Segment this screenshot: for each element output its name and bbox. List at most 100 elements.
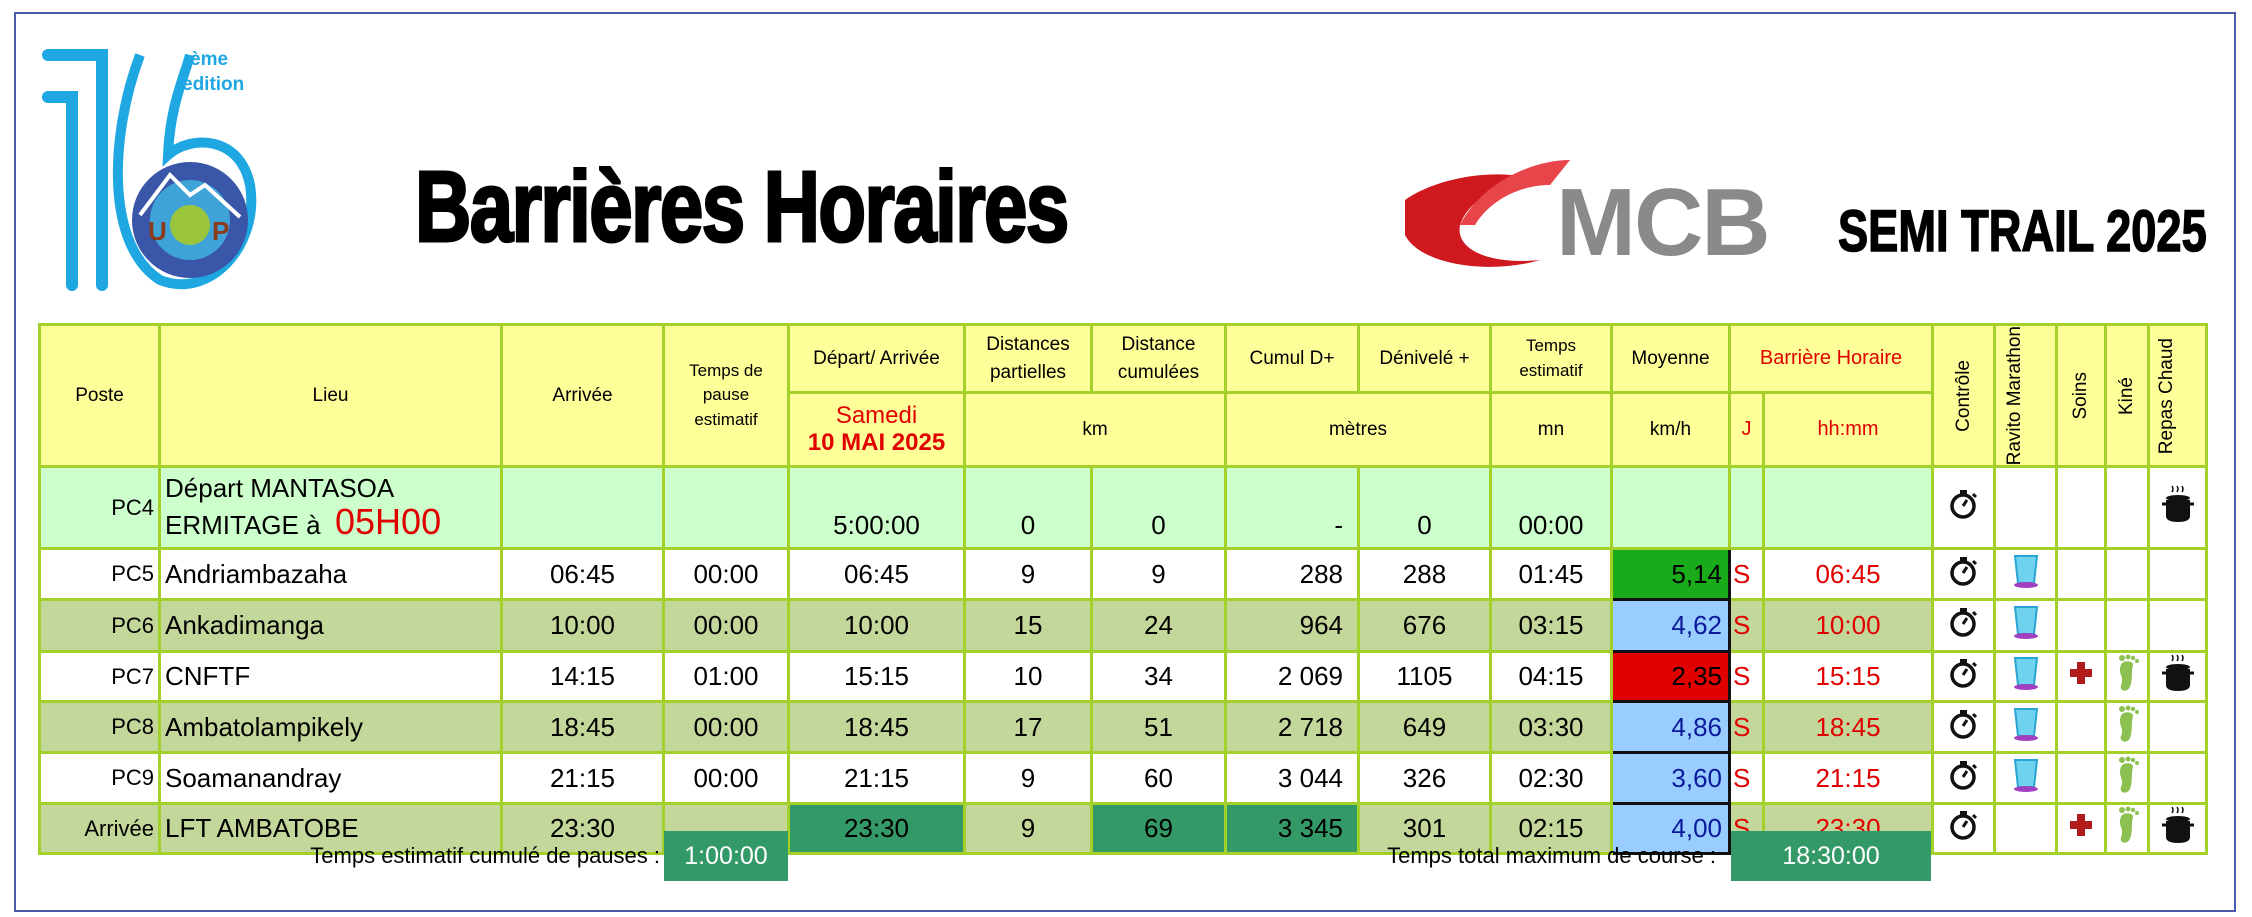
temps: 02:30 bbox=[1489, 751, 1613, 806]
ravito bbox=[1993, 547, 2059, 602]
poste: PC6 bbox=[38, 598, 161, 654]
deniv: 288 bbox=[1357, 547, 1492, 602]
lieu: Départ MANTASOA ERMITAGE à 05H00 bbox=[158, 465, 503, 551]
controle bbox=[1931, 802, 1997, 856]
cumul: 3 044 bbox=[1224, 751, 1360, 806]
stopwatch-icon bbox=[1948, 760, 1980, 798]
footprint-icon bbox=[2113, 705, 2141, 750]
stopwatch-icon bbox=[1948, 608, 1980, 645]
barriere: 18:45 bbox=[1761, 700, 1935, 755]
ravito bbox=[1993, 598, 2059, 654]
soins bbox=[2055, 650, 2108, 704]
page-frame bbox=[14, 12, 2236, 912]
footprint-icon bbox=[2113, 806, 2141, 851]
arrivee: 10:00 bbox=[500, 598, 665, 654]
dist-cum: 0 bbox=[1090, 465, 1227, 551]
ravito bbox=[1993, 650, 2059, 704]
soins bbox=[2055, 751, 2108, 806]
col-controle-label: Contrôle bbox=[1952, 359, 1974, 432]
depart: 15:15 bbox=[787, 650, 966, 704]
start-time: 05H00 bbox=[335, 501, 442, 543]
repas bbox=[2147, 700, 2209, 755]
soins bbox=[2055, 547, 2108, 602]
edition-word: edition bbox=[182, 74, 244, 95]
lieu: Soamanandray bbox=[158, 751, 503, 806]
unit-hhmm: hh:mm bbox=[1761, 391, 1935, 469]
arrivee: 18:45 bbox=[500, 700, 665, 755]
pause: 00:00 bbox=[662, 547, 790, 602]
lieu: Ambatolampikely bbox=[158, 700, 503, 755]
footprint-icon bbox=[2113, 756, 2141, 801]
arrivee bbox=[500, 465, 665, 551]
controle bbox=[1931, 547, 1997, 602]
arrivee: 06:45 bbox=[500, 547, 665, 602]
moyenne: 3,60 bbox=[1610, 751, 1731, 806]
col-kine: Kiné bbox=[2104, 322, 2151, 469]
unit-metres: mètres bbox=[1224, 391, 1492, 469]
temps: 03:15 bbox=[1489, 598, 1613, 654]
dist-part: 9 bbox=[963, 547, 1093, 602]
stopwatch-icon bbox=[1948, 556, 1980, 594]
barriere: 06:45 bbox=[1761, 547, 1935, 602]
race-name: SEMI TRAIL 2025 bbox=[1837, 198, 2207, 265]
edition-suffix: ème bbox=[190, 49, 228, 70]
depart: 10:00 bbox=[787, 598, 966, 654]
soins bbox=[2055, 465, 2108, 551]
hot-pot-icon bbox=[2160, 654, 2196, 699]
lieu-line2: ERMITAGE à bbox=[165, 510, 321, 541]
table-row: PC9 Soamanandray 21:15 00:00 21:15 9 60 3 044 32… bbox=[38, 751, 2209, 806]
col-depart: Départ/ Arrivée bbox=[787, 322, 966, 395]
water-glass-icon bbox=[2010, 707, 2042, 748]
cumul: 288 bbox=[1224, 547, 1360, 602]
lieu: Andriambazaha bbox=[158, 547, 503, 602]
depart: 21:15 bbox=[787, 751, 966, 806]
j: S bbox=[1728, 598, 1765, 654]
total-label: Temps total maximum de course : bbox=[1387, 843, 1716, 868]
moyenne bbox=[1610, 465, 1731, 551]
poste: Arrivée bbox=[38, 802, 161, 856]
lieu: CNFTF bbox=[158, 650, 503, 704]
j: S bbox=[1728, 751, 1765, 806]
lieu: Ankadimanga bbox=[158, 598, 503, 654]
poste: PC8 bbox=[38, 700, 161, 755]
ravito bbox=[1993, 465, 2059, 551]
col-moyenne: Moyenne bbox=[1610, 322, 1731, 395]
unit-mn: mn bbox=[1489, 391, 1613, 469]
footprint-icon bbox=[2113, 654, 2141, 699]
ravito bbox=[1993, 802, 2059, 856]
utop-16th-edition-logo: U P ème edition bbox=[42, 49, 257, 291]
table-row: PC7 CNFTF 14:15 01:00 15:15 10 34 2 069 1105 04:1… bbox=[38, 650, 2209, 704]
medical-cross-icon bbox=[2068, 662, 2094, 692]
deniv: 676 bbox=[1357, 598, 1492, 654]
deniv: 1105 bbox=[1357, 650, 1492, 704]
col-barriere: Barrière Horaire bbox=[1727, 322, 1935, 395]
soins bbox=[2055, 802, 2108, 856]
water-glass-icon bbox=[2010, 758, 2042, 799]
repas bbox=[2147, 650, 2209, 704]
moyenne: 2,35 bbox=[1610, 650, 1731, 704]
pause: 01:00 bbox=[662, 650, 790, 704]
kine bbox=[2104, 465, 2151, 551]
moyenne: 4,00 bbox=[1610, 802, 1731, 856]
poste: PC5 bbox=[38, 547, 161, 602]
svg-text:U: U bbox=[148, 216, 167, 246]
col-soins-label: Soins bbox=[2070, 371, 2092, 420]
arrivee: 21:15 bbox=[500, 751, 665, 806]
controle bbox=[1931, 751, 1997, 806]
col-pause: Temps de pause estimatif bbox=[662, 322, 790, 469]
race-date-value: 10 MAI 2025 bbox=[807, 428, 946, 456]
repas bbox=[2147, 802, 2209, 856]
j: S bbox=[1728, 547, 1765, 602]
dist-part: 9 bbox=[963, 751, 1093, 806]
table-row: PC8 Ambatolampikely 18:45 00:00 18:45 17 51 2 7… bbox=[38, 700, 2209, 755]
unit-kmh: km/h bbox=[1610, 391, 1731, 469]
water-glass-icon bbox=[2010, 657, 2042, 697]
col-kine-label: Kiné bbox=[2116, 376, 2138, 415]
col-soins: Soins bbox=[2055, 322, 2108, 469]
col-dist-cum: Distance cumulées bbox=[1090, 322, 1227, 395]
kine bbox=[2104, 547, 2151, 602]
col-cumul: Cumul D+ bbox=[1224, 322, 1360, 395]
stopwatch-icon bbox=[1948, 811, 1980, 848]
cumul: 3 345 bbox=[1224, 802, 1360, 856]
pause: 00:00 bbox=[662, 751, 790, 806]
